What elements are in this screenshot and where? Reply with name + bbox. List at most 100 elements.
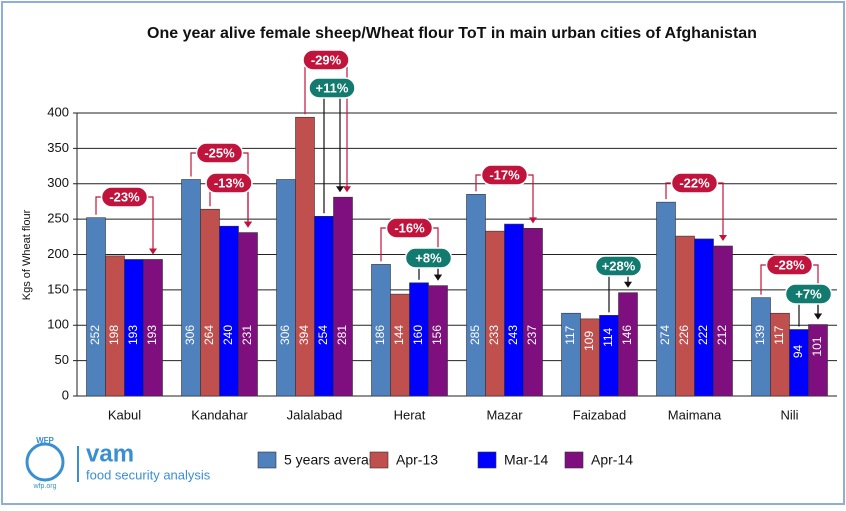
data-label: 233 [487,325,501,345]
bar [808,324,828,397]
data-label: 198 [107,325,121,345]
x-tick-label: Kandahar [191,407,248,422]
annotation-arrowhead [244,221,252,228]
data-label: 117 [563,325,577,344]
annotation-label: +11% [316,80,349,95]
logo: WFP wfp.org vam food security analysis [25,436,211,490]
annotation-arrowhead [529,217,537,224]
chart-title: One year alive female sheep/Wheat flour … [147,25,757,42]
data-label: 274 [658,325,672,345]
bar [485,230,505,397]
x-tick-label: Jalalabad [287,407,343,422]
annotation-pill [670,172,719,194]
annotation-label: -28% [774,257,805,272]
bar [466,194,486,397]
data-label: 160 [411,325,425,345]
annotation-arrowhead [814,313,822,320]
data-label: 237 [525,325,539,345]
y-axis-label: Kgs of Wheat flour [21,209,33,300]
bar [656,201,676,397]
annotation-label: -25% [204,145,235,160]
annotation-label: -22% [679,175,710,190]
annotation-pill [784,283,833,305]
bar [238,232,258,397]
logo-url: wfp.org [33,483,57,490]
bar [561,312,581,397]
y-tick-label: 300 [47,175,69,190]
legend-label: Apr-13 [396,452,438,468]
annotation-arrowhead [343,186,351,193]
bar [504,223,524,397]
legend-swatch [477,451,497,469]
logo-emblem [25,442,65,482]
y-tick-label: 50 [55,352,69,367]
data-label: 193 [126,325,140,345]
data-label: 306 [183,325,197,345]
x-tick-label: Mazar [486,407,523,422]
y-tick-label: 250 [47,211,69,226]
data-label: 156 [430,325,444,345]
y-tick-label: 0 [62,387,69,402]
data-label: 394 [297,325,311,345]
bar [789,329,809,397]
data-label: 240 [221,325,235,345]
annotation-pill [594,255,643,277]
bar [618,292,638,397]
data-label: 193 [145,325,159,345]
data-label: 117 [772,325,786,344]
annotation-label: +8% [415,250,442,265]
bar [599,315,619,397]
annotation-pill [195,142,244,164]
data-label: 212 [715,325,729,345]
annotation-pill [765,254,814,276]
legend-label: Apr-14 [591,452,633,468]
logo-tagline: food security analysis [86,467,211,482]
x-tick-label: Maimana [668,407,722,422]
legend-swatch [257,451,277,469]
bar [200,208,220,397]
bar [181,179,201,397]
annotation-pill [404,247,453,269]
data-label: 222 [696,325,710,345]
legend-swatch [369,451,389,469]
data-label: 114 [601,327,615,346]
annotation-arrowhead [719,235,727,242]
data-label: 139 [753,325,767,345]
data-label: 144 [392,325,406,345]
data-label: 281 [335,325,349,345]
annotation-pill [385,217,434,239]
annotation-label: +7% [795,286,822,301]
bar [675,235,695,397]
y-tick-label: 350 [47,140,69,155]
annotation-pill [308,77,356,99]
data-label: 146 [620,325,634,345]
legend-swatch [564,451,584,469]
annotation-pill [205,172,253,194]
logo-org: WFP [36,436,54,445]
data-label: 285 [468,325,482,345]
bar [523,228,543,397]
legend-label: 5 years average [284,452,385,468]
legend-label: Mar-14 [504,452,549,468]
data-label: 94 [791,345,805,359]
y-tick-label: 200 [47,246,69,261]
bar [86,217,106,397]
annotation-pill [480,164,529,186]
annotation-label: -23% [109,189,140,204]
data-label: 231 [240,325,254,345]
bar [276,179,296,397]
annotation-pill [100,186,149,208]
bar [428,285,448,397]
x-tick-label: Nili [780,407,798,422]
bar [713,245,733,397]
bar [751,297,771,397]
data-label: 101 [810,336,824,356]
data-label: 243 [506,325,520,345]
data-label: 226 [677,325,691,345]
bar [580,318,600,397]
bar [694,238,714,397]
bar [314,215,334,397]
bar [770,312,790,397]
y-tick-label: 400 [47,104,69,119]
